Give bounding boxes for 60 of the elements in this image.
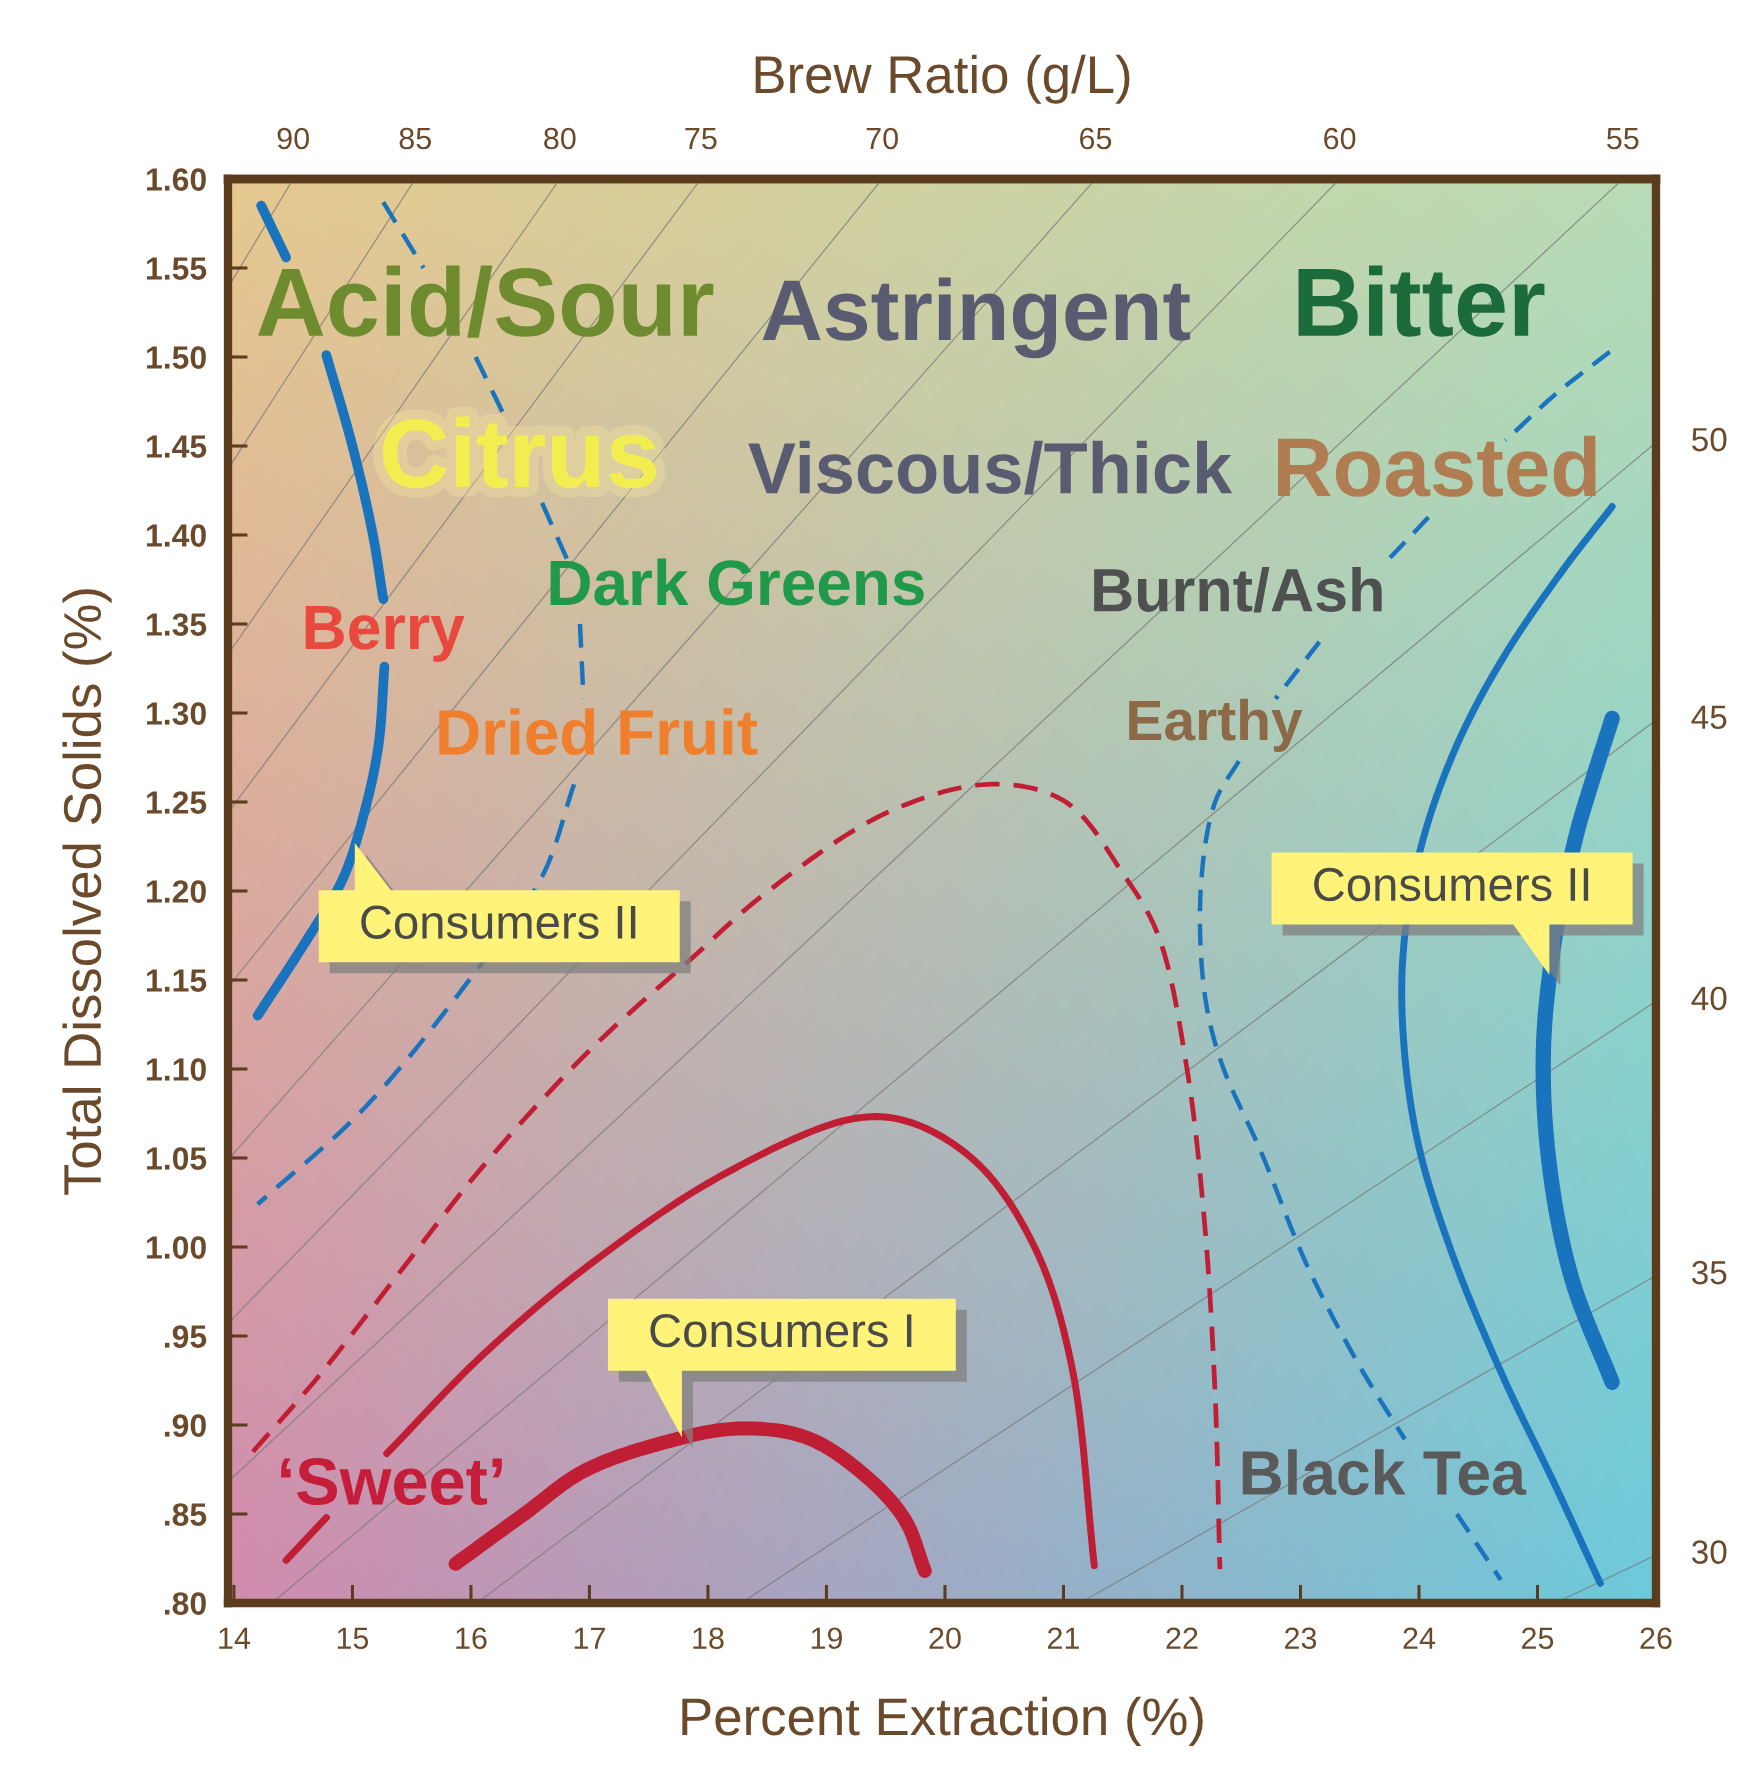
x-tick-label: 23 <box>1285 1627 1317 1650</box>
annotation: Earthy <box>1129 698 1303 752</box>
y-tick-label: .85 <box>164 1503 207 1526</box>
series-label: 70 <box>866 127 898 150</box>
series-label: 45 <box>1691 705 1727 730</box>
y-tick-label: 1.10 <box>147 1058 206 1081</box>
annotation: Burnt/Ash <box>1094 567 1382 613</box>
y-tick-label: .90 <box>164 1414 206 1437</box>
annotation: Citrus <box>383 416 656 489</box>
annotation: ‘Sweet’ <box>281 1457 502 1506</box>
x-tick-label: 17 <box>574 1627 605 1649</box>
x-tick-label: 16 <box>456 1627 487 1650</box>
series-label: 90 <box>277 127 309 150</box>
series-label: 35 <box>1691 1260 1727 1285</box>
y-tick-label: 1.20 <box>147 880 206 903</box>
x-tick-label: 18 <box>693 1627 724 1650</box>
y-axis-title: Total Dissolved Solids (%) <box>62 589 112 1195</box>
series-label: 50 <box>1692 427 1727 452</box>
series-label: 55 <box>1607 128 1639 150</box>
series-label: 80 <box>544 127 576 150</box>
x-tick-label: 24 <box>1403 1627 1436 1649</box>
annotation: Berry <box>305 605 465 662</box>
annotation: Astringent <box>762 277 1191 359</box>
series-label: 30 <box>1691 1540 1727 1564</box>
series-label: 40 <box>1691 986 1727 1011</box>
series-label: 65 <box>1080 127 1112 150</box>
annotation: Dark Greens <box>550 558 924 606</box>
x-axis-title: Percent Extraction (%) <box>682 1696 1203 1746</box>
annotation: Bitter <box>1298 265 1545 337</box>
series-label: 75 <box>685 128 717 150</box>
y-tick-label: 1.15 <box>147 969 207 992</box>
x-tick-label: 26 <box>1640 1627 1672 1650</box>
annotation: Consumers II <box>1314 867 1589 902</box>
y-tick-label: 1.60 <box>147 168 206 191</box>
y-tick-label: 1.30 <box>147 702 206 725</box>
x-tick-label: 20 <box>929 1627 961 1650</box>
x-tick-label: 19 <box>811 1627 842 1650</box>
annotation: Viscous/Thick <box>748 440 1233 495</box>
y-tick-label: 1.35 <box>147 613 207 636</box>
y-tick-label: 1.45 <box>147 435 207 458</box>
y-tick-label: 1.40 <box>147 524 206 547</box>
x-tick-label: 14 <box>219 1627 251 1649</box>
y-tick-label: 1.50 <box>147 346 206 369</box>
annotation: Black Tea <box>1242 1449 1527 1496</box>
x-tick-label: 22 <box>1166 1627 1198 1649</box>
series-label: 60 <box>1324 127 1356 150</box>
y-tick-label: 1.00 <box>147 1236 206 1259</box>
y-tick-label: .95 <box>164 1325 207 1348</box>
y-tick-label: .80 <box>164 1592 206 1615</box>
x-tick-label: 15 <box>337 1627 369 1650</box>
y-tick-label: 1.55 <box>147 257 207 280</box>
series-label: 85 <box>399 127 431 150</box>
annotation: Consumers II <box>361 905 636 939</box>
x2-axis-title: Brew Ratio (g/L) <box>755 54 1130 104</box>
annotation: Dried Fruit <box>439 708 758 756</box>
annotation: Consumers I <box>650 1313 912 1348</box>
y-tick-label: 1.25 <box>147 791 207 814</box>
x-tick-label: 21 <box>1048 1627 1079 1649</box>
y-tick-label: 1.05 <box>147 1147 207 1170</box>
x-tick-label: 25 <box>1522 1627 1554 1650</box>
